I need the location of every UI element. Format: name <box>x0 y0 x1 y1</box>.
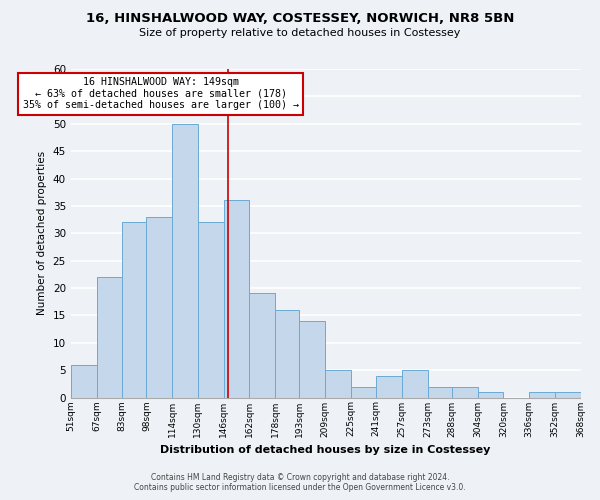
Text: 16 HINSHALWOOD WAY: 149sqm
← 63% of detached houses are smaller (178)
35% of sem: 16 HINSHALWOOD WAY: 149sqm ← 63% of deta… <box>23 77 299 110</box>
Bar <box>428 386 452 398</box>
Y-axis label: Number of detached properties: Number of detached properties <box>37 151 47 316</box>
Bar <box>198 222 224 398</box>
Bar <box>146 217 172 398</box>
Bar <box>250 294 275 398</box>
Text: Contains HM Land Registry data © Crown copyright and database right 2024.
Contai: Contains HM Land Registry data © Crown c… <box>134 473 466 492</box>
Bar <box>529 392 555 398</box>
Bar <box>478 392 503 398</box>
Bar <box>224 200 250 398</box>
Bar <box>71 364 97 398</box>
Bar <box>172 124 198 398</box>
Bar <box>97 277 122 398</box>
Text: Size of property relative to detached houses in Costessey: Size of property relative to detached ho… <box>139 28 461 38</box>
Bar <box>402 370 428 398</box>
Bar <box>275 310 299 398</box>
Bar <box>376 376 402 398</box>
X-axis label: Distribution of detached houses by size in Costessey: Distribution of detached houses by size … <box>160 445 491 455</box>
Bar <box>122 222 146 398</box>
Bar <box>325 370 350 398</box>
Bar <box>452 386 478 398</box>
Text: 16, HINSHALWOOD WAY, COSTESSEY, NORWICH, NR8 5BN: 16, HINSHALWOOD WAY, COSTESSEY, NORWICH,… <box>86 12 514 26</box>
Bar <box>299 321 325 398</box>
Bar <box>555 392 581 398</box>
Bar <box>350 386 376 398</box>
